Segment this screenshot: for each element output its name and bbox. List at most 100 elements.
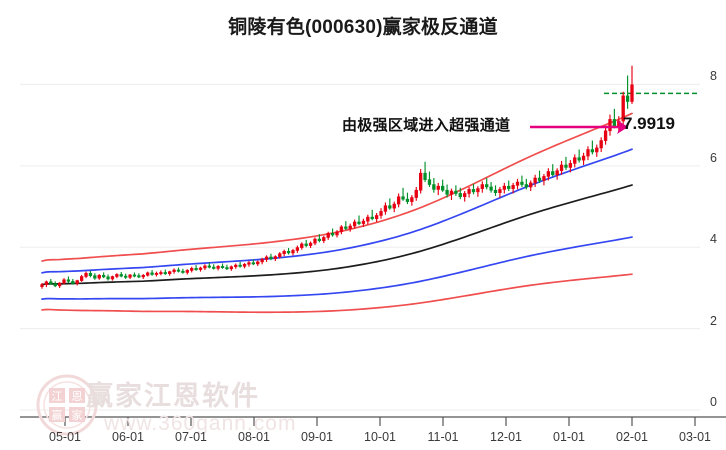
annotation-arrow bbox=[530, 120, 628, 134]
candle bbox=[247, 261, 251, 267]
candle bbox=[234, 263, 238, 269]
candle bbox=[485, 178, 489, 190]
candle bbox=[546, 168, 551, 181]
candle bbox=[568, 160, 573, 173]
candle bbox=[123, 273, 128, 279]
candle bbox=[599, 137, 603, 152]
candle bbox=[181, 268, 185, 274]
candle bbox=[586, 146, 590, 161]
candle bbox=[493, 185, 498, 196]
candle bbox=[150, 270, 154, 276]
candle bbox=[383, 202, 388, 215]
candle bbox=[551, 164, 555, 177]
candle bbox=[432, 178, 436, 193]
candle bbox=[79, 274, 84, 282]
candle bbox=[163, 269, 167, 275]
candle bbox=[260, 257, 264, 265]
candle bbox=[225, 264, 229, 270]
svg-text:赢: 赢 bbox=[52, 408, 63, 422]
svg-text:恩: 恩 bbox=[72, 390, 83, 403]
candle bbox=[317, 234, 322, 243]
candle bbox=[71, 278, 75, 285]
candle bbox=[40, 283, 44, 289]
candle bbox=[396, 193, 401, 208]
candle bbox=[555, 168, 559, 180]
x-axis-tick-3: 08-01 bbox=[238, 430, 270, 444]
x-axis-tick-2: 07-01 bbox=[175, 430, 207, 444]
candle bbox=[458, 187, 462, 200]
candle bbox=[449, 188, 454, 200]
candle bbox=[84, 271, 88, 279]
candle bbox=[441, 179, 445, 192]
candle bbox=[273, 255, 278, 262]
candle bbox=[101, 272, 106, 279]
candle bbox=[489, 182, 493, 193]
candle bbox=[388, 198, 392, 210]
candle bbox=[176, 267, 181, 273]
candle bbox=[361, 218, 366, 227]
y-axis-tick-3: 6 bbox=[710, 150, 717, 165]
x-axis-tick-4: 09-01 bbox=[301, 430, 333, 444]
candle bbox=[559, 160, 564, 175]
x-axis-tick-5: 10-01 bbox=[364, 430, 396, 444]
watermark-seal-icon: 江 恩 赢 家 bbox=[36, 374, 98, 436]
candle bbox=[137, 273, 141, 279]
y-axis-tick-1: 2 bbox=[710, 313, 717, 328]
candle bbox=[573, 154, 577, 168]
candle bbox=[515, 178, 520, 190]
candle bbox=[612, 108, 617, 129]
candle bbox=[344, 221, 348, 231]
candle bbox=[106, 274, 110, 281]
candle bbox=[379, 208, 383, 219]
candle bbox=[410, 195, 414, 206]
candle bbox=[295, 245, 300, 253]
y-axis-tick-2: 4 bbox=[710, 232, 717, 247]
candle bbox=[190, 266, 194, 273]
candle bbox=[57, 282, 62, 288]
candle bbox=[110, 275, 115, 281]
candle bbox=[427, 171, 432, 187]
y-axis-tick-4: 8 bbox=[710, 69, 717, 84]
channel-bands bbox=[41, 112, 633, 314]
candle bbox=[445, 184, 449, 198]
candle bbox=[436, 182, 440, 196]
candle bbox=[308, 241, 313, 249]
candle bbox=[49, 278, 53, 285]
candle bbox=[242, 263, 247, 269]
candle bbox=[115, 273, 119, 279]
x-axis-tick-7: 12-01 bbox=[490, 430, 522, 444]
candle bbox=[146, 271, 150, 277]
candle bbox=[66, 276, 71, 284]
candle bbox=[339, 225, 344, 235]
x-axis-tick-10: 03-01 bbox=[679, 430, 711, 444]
candle bbox=[322, 235, 326, 244]
candle bbox=[392, 201, 396, 213]
candle bbox=[401, 187, 405, 201]
candle bbox=[141, 274, 145, 279]
candle bbox=[537, 170, 542, 183]
candle bbox=[194, 265, 198, 271]
candle bbox=[300, 242, 304, 250]
x-axis-tick-9: 02-01 bbox=[616, 430, 648, 444]
candle bbox=[286, 248, 291, 255]
candle bbox=[282, 249, 286, 257]
annotation-arrowhead bbox=[617, 120, 628, 134]
candle bbox=[93, 273, 97, 280]
candle bbox=[97, 274, 101, 280]
candle bbox=[374, 213, 379, 222]
channel-band-outer-upper bbox=[41, 112, 633, 262]
candle bbox=[278, 252, 282, 259]
candle bbox=[577, 149, 581, 163]
current-price-label: 7.9919 bbox=[623, 114, 675, 133]
candle bbox=[128, 274, 132, 279]
candle bbox=[520, 175, 524, 187]
x-axis-tick-6: 11-01 bbox=[427, 430, 459, 444]
candle bbox=[154, 271, 159, 277]
channel-band-inner-lower bbox=[41, 236, 633, 300]
candle bbox=[564, 156, 568, 170]
y-axis-tick-0: 0 bbox=[710, 395, 717, 409]
candle bbox=[304, 239, 308, 248]
candle bbox=[220, 263, 225, 269]
